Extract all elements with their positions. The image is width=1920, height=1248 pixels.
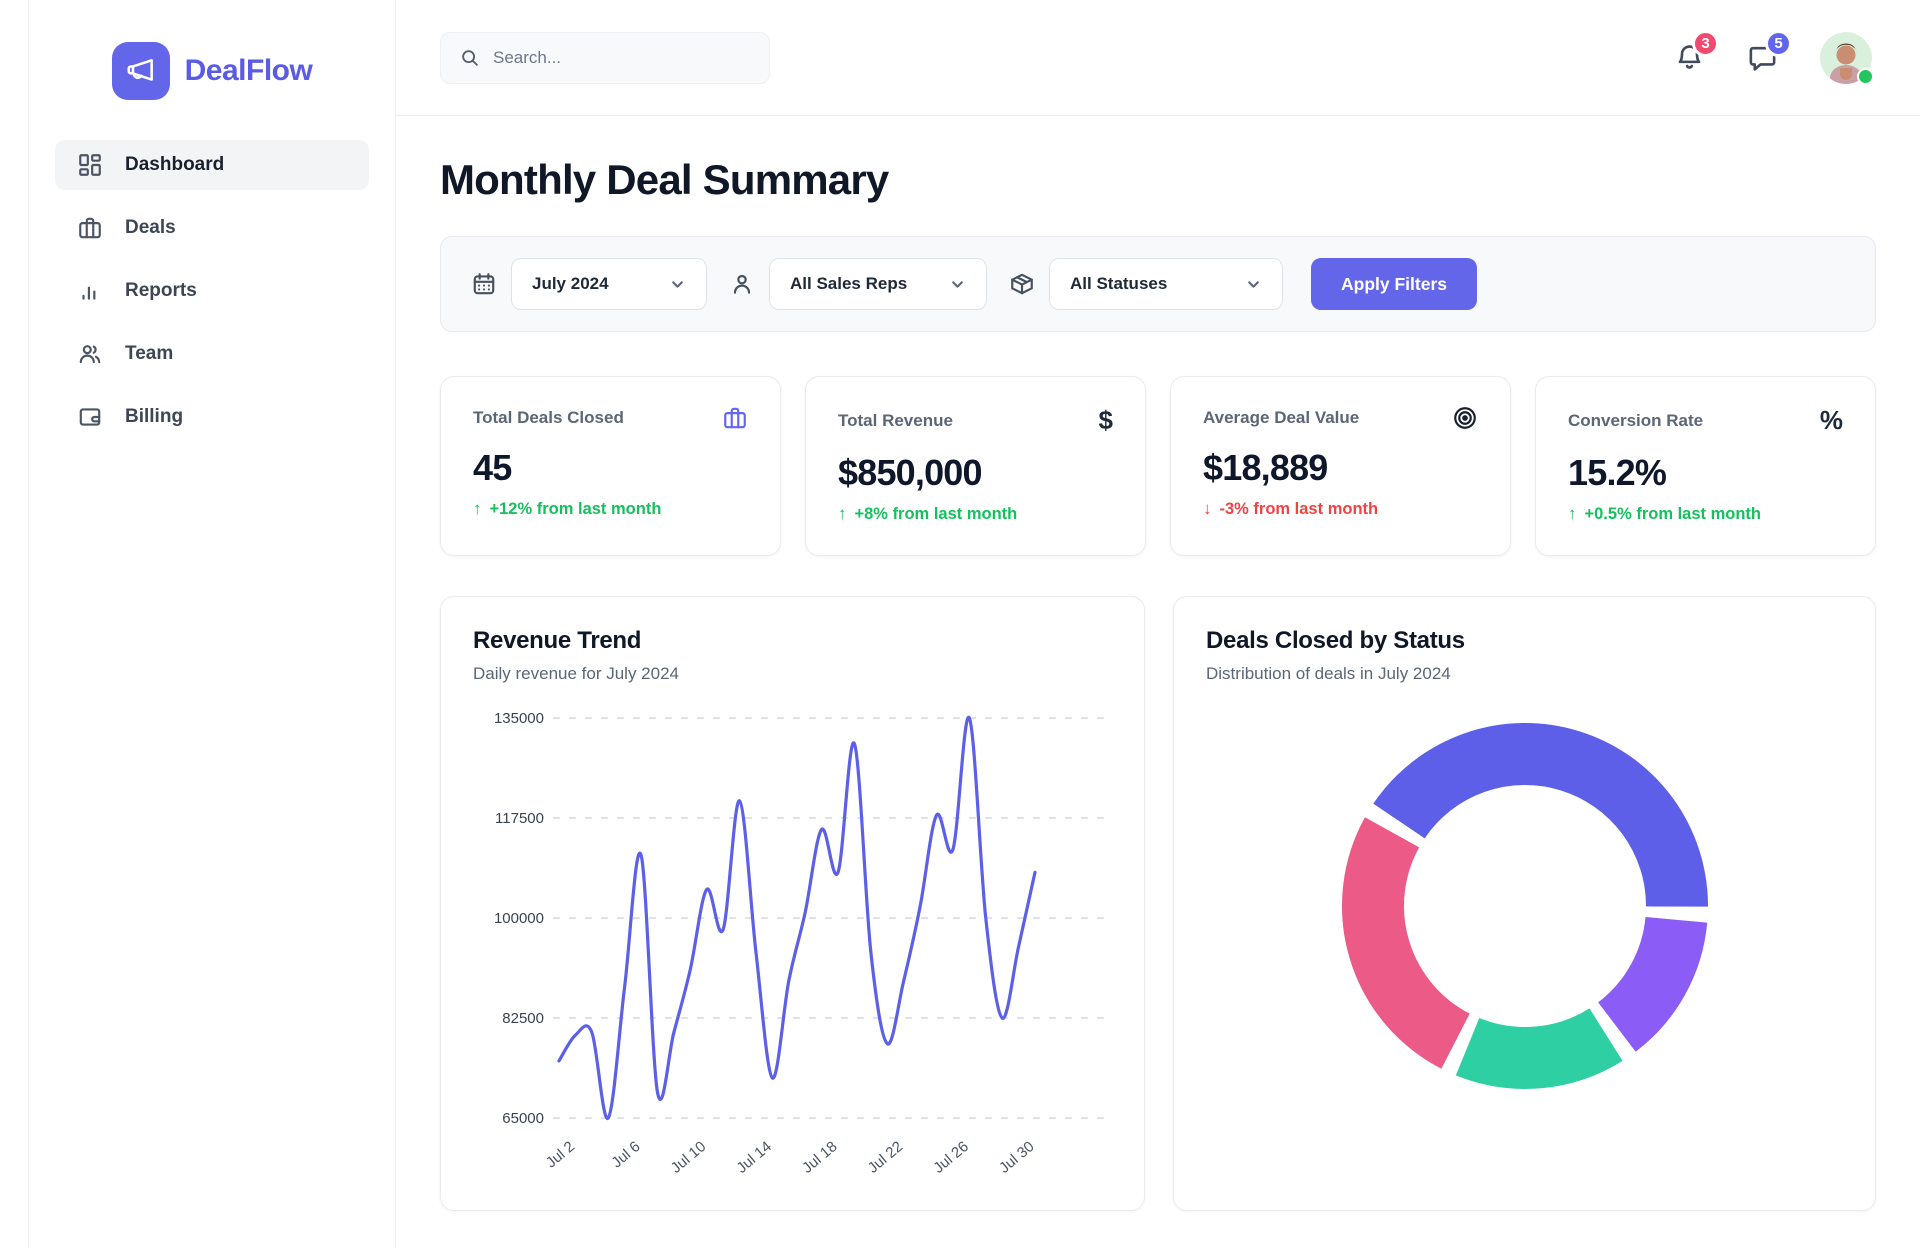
svg-text:Jul 14: Jul 14 xyxy=(733,1138,775,1177)
user-avatar[interactable] xyxy=(1820,31,1874,85)
filter-bar: July 2024 All Sales Reps xyxy=(440,236,1876,332)
sales-rep-select[interactable]: All Sales Reps xyxy=(769,258,987,310)
sidebar-item-billing[interactable]: Billing xyxy=(55,392,369,442)
kpi-value: $18,889 xyxy=(1203,447,1328,488)
kpi-row: Total Deals Closed 45 ↑ +12% from las xyxy=(440,376,1876,556)
revenue-line-chart: 135000 117500 100000 82500 65000 Jul 2 Jul 6 Ju… xyxy=(473,698,1112,1208)
package-icon xyxy=(1009,271,1035,297)
sidebar-item-label: Deals xyxy=(125,217,176,238)
svg-text:Jul 18: Jul 18 xyxy=(799,1138,841,1177)
dollar-sign-icon: $ xyxy=(1098,405,1113,435)
svg-text:Jul 30: Jul 30 xyxy=(996,1138,1038,1177)
wallet-icon xyxy=(77,404,103,430)
sidebar-item-label: Dashboard xyxy=(125,154,225,175)
briefcase-icon xyxy=(722,405,748,431)
chevron-down-icon xyxy=(1248,280,1259,288)
svg-text:117500: 117500 xyxy=(495,810,544,827)
svg-text:135000: 135000 xyxy=(494,710,544,727)
month-select[interactable]: July 2024 xyxy=(511,258,707,310)
sidebar: DealFlow Dashboard xyxy=(28,0,396,1248)
chart-title: Deals Closed by Status xyxy=(1206,627,1465,654)
kpi-label: Conversion Rate xyxy=(1568,410,1704,430)
chart-subtitle: Daily revenue for July 2024 xyxy=(473,664,680,683)
sidebar-item-label: Team xyxy=(125,343,174,364)
arrow-up-icon: ↑ xyxy=(838,504,847,523)
brand-logo: DealFlow xyxy=(29,42,395,100)
online-status-dot xyxy=(1857,67,1874,85)
topbar: 3 5 xyxy=(396,0,1920,116)
sidebar-item-dashboard[interactable]: Dashboard xyxy=(55,140,369,190)
kpi-delta: ↑ +12% from last month xyxy=(473,499,662,518)
svg-text:Jul 26: Jul 26 xyxy=(930,1138,972,1177)
percent-icon: % xyxy=(1819,405,1843,435)
status-donut-chart xyxy=(1206,706,1843,1106)
svg-text:Jul 6: Jul 6 xyxy=(608,1138,643,1171)
arrow-up-icon: ↑ xyxy=(473,499,482,518)
kpi-value: $850,000 xyxy=(838,452,983,493)
revenue-trend-card: Revenue Trend Daily revenue for July 202… xyxy=(440,596,1145,1211)
status-select[interactable]: All Statuses xyxy=(1049,258,1283,310)
kpi-card-conversion-rate: Conversion Rate % 15.2% ↑ +0.5% from las… xyxy=(1535,376,1876,556)
apply-filters-button[interactable]: Apply Filters xyxy=(1311,258,1477,310)
dashboard-grid-icon xyxy=(77,152,103,178)
left-gutter xyxy=(0,0,28,1248)
status-select-value: All Statuses xyxy=(1070,274,1168,293)
kpi-card-total-deals: Total Deals Closed 45 ↑ +12% from las xyxy=(440,376,781,556)
arrow-down-icon: ↓ xyxy=(1203,499,1212,518)
messages-button[interactable]: 5 xyxy=(1747,30,1792,73)
kpi-label: Total Deals Closed xyxy=(473,408,624,427)
briefcase-icon xyxy=(77,215,103,241)
charts-row: Revenue Trend Daily revenue for July 202… xyxy=(440,596,1876,1211)
kpi-card-average-deal-value: Average Deal Value $18,889 ↓ -3% from la… xyxy=(1170,376,1511,556)
bar-chart-icon xyxy=(77,278,103,304)
svg-text:100000: 100000 xyxy=(494,910,544,927)
kpi-label: Total Revenue xyxy=(838,410,953,430)
users-icon xyxy=(77,341,103,367)
svg-text:Jul 2: Jul 2 xyxy=(543,1138,578,1171)
sidebar-item-label: Reports xyxy=(125,280,197,301)
kpi-delta: ↓ -3% from last month xyxy=(1203,499,1379,518)
bell-icon xyxy=(1678,45,1701,69)
page-content: Monthly Deal Summary July 2024 xyxy=(396,116,1920,1248)
sidebar-item-deals[interactable]: Deals xyxy=(55,203,369,253)
svg-text:65000: 65000 xyxy=(502,1110,544,1127)
search-icon xyxy=(459,47,481,69)
main-area: 3 5 xyxy=(396,0,1920,1248)
svg-text:Jul 10: Jul 10 xyxy=(668,1138,710,1177)
search-box[interactable] xyxy=(440,31,770,84)
sidebar-item-team[interactable]: Team xyxy=(55,329,369,379)
svg-text:Jul 22: Jul 22 xyxy=(865,1138,907,1177)
kpi-label: Average Deal Value xyxy=(1203,408,1360,427)
chevron-down-icon xyxy=(672,280,683,288)
kpi-value: 45 xyxy=(473,447,512,488)
kpi-card-total-revenue: Total Revenue $ $850,000 ↑ +8% from last… xyxy=(805,376,1146,556)
svg-text:82500: 82500 xyxy=(502,1010,544,1027)
chart-subtitle: Distribution of deals in July 2024 xyxy=(1206,664,1451,683)
chevron-down-icon xyxy=(952,280,963,288)
person-icon xyxy=(729,271,755,297)
kpi-delta: ↑ +0.5% from last month xyxy=(1568,504,1761,523)
deals-by-status-card: Deals Closed by Status Distribution of d… xyxy=(1173,596,1876,1211)
message-badge: 5 xyxy=(1765,30,1792,57)
sales-rep-select-value: All Sales Reps xyxy=(790,274,908,293)
sidebar-item-label: Billing xyxy=(125,406,184,427)
brand-name: DealFlow xyxy=(184,54,313,87)
month-select-value: July 2024 xyxy=(532,274,609,293)
search-input[interactable] xyxy=(493,47,751,68)
megaphone-icon xyxy=(111,42,170,100)
notification-badge: 3 xyxy=(1692,30,1719,57)
topbar-actions: 3 5 xyxy=(1674,30,1874,85)
sidebar-nav: Dashboard Deals Reports xyxy=(29,140,395,442)
page-title: Monthly Deal Summary xyxy=(440,156,889,203)
arrow-up-icon: ↑ xyxy=(1568,504,1577,523)
chart-title: Revenue Trend xyxy=(473,627,642,654)
kpi-delta: ↑ +8% from last month xyxy=(838,504,1018,523)
notifications-button[interactable]: 3 xyxy=(1674,30,1719,73)
calendar-icon xyxy=(471,271,497,297)
sidebar-item-reports[interactable]: Reports xyxy=(55,266,369,316)
target-icon xyxy=(1452,405,1478,431)
kpi-value: 15.2% xyxy=(1568,452,1667,493)
